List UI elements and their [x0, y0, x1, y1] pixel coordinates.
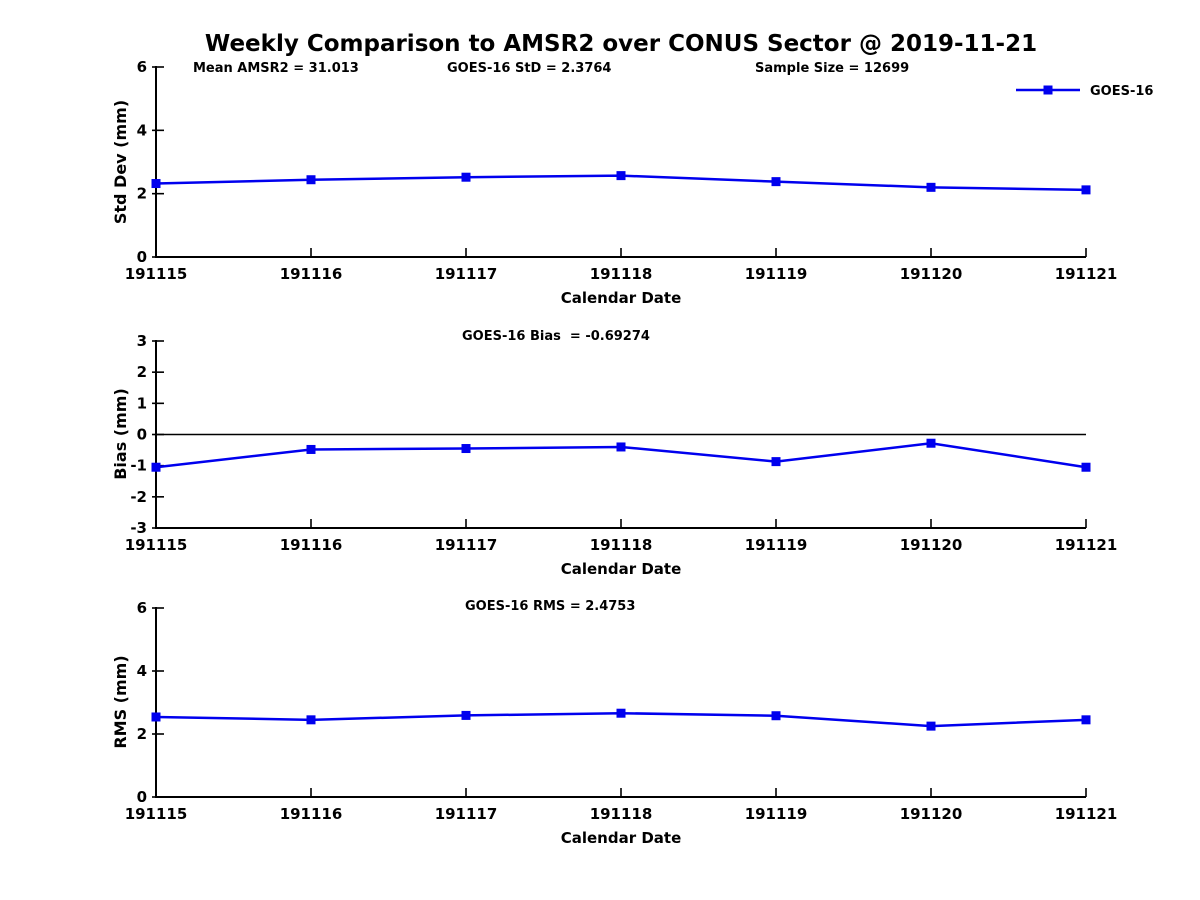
data-point-marker — [616, 708, 626, 718]
rms-yaxis-label: RMS (mm) — [111, 655, 130, 749]
stat-sample-size: Sample Size = 12699 — [755, 61, 910, 76]
data-point-marker — [1081, 462, 1091, 472]
x-tick-label: 191120 — [900, 265, 963, 283]
data-point-marker — [151, 712, 161, 722]
bias-annotation: GOES-16 Bias = -0.69274 — [462, 329, 650, 344]
data-point-marker — [151, 179, 161, 189]
x-tick-label: 191119 — [745, 265, 808, 283]
data-point-marker — [926, 721, 936, 731]
stddev-xaxis-label: Calendar Date — [560, 289, 682, 307]
data-point-marker — [306, 175, 316, 185]
y-tick-label: 4 — [137, 662, 147, 680]
x-tick-label: 191116 — [280, 805, 343, 823]
x-tick-label: 191118 — [590, 536, 653, 554]
data-point-marker — [461, 710, 471, 720]
data-point-marker — [616, 171, 626, 181]
x-tick-label: 191118 — [590, 265, 653, 283]
x-tick-label: 191115 — [125, 536, 188, 554]
legend-square-marker-icon — [1043, 85, 1053, 95]
data-point-marker — [771, 457, 781, 467]
x-tick-label: 191117 — [435, 536, 498, 554]
y-tick-label: 2 — [137, 725, 147, 743]
y-tick-label: 6 — [137, 58, 147, 76]
x-tick-label: 191115 — [125, 265, 188, 283]
x-tick-label: 191115 — [125, 805, 188, 823]
data-point-marker — [616, 442, 626, 452]
data-point-marker — [461, 444, 471, 454]
rms-subplot: 0 2 4 6 191115 191116 191117 191118 191119 191120… — [125, 599, 1118, 823]
data-point-marker — [771, 711, 781, 721]
data-point-marker — [461, 172, 471, 182]
bias-yaxis-label: Bias (mm) — [111, 388, 130, 480]
chart-title: Weekly Comparison to AMSR2 over CONUS Se… — [204, 31, 1038, 57]
y-tick-label: 0 — [137, 788, 147, 806]
rms-xaxis-label: Calendar Date — [560, 829, 682, 847]
x-tick-label: 191119 — [745, 805, 808, 823]
stddev-yaxis-label: Std Dev (mm) — [111, 99, 130, 225]
data-point-marker — [926, 182, 936, 192]
y-tick-label: 2 — [137, 363, 147, 381]
x-tick-label: 191121 — [1055, 265, 1118, 283]
y-tick-label: 3 — [137, 332, 147, 350]
x-tick-label: 191117 — [435, 805, 498, 823]
y-tick-label: 0 — [137, 426, 147, 444]
y-tick-label: 2 — [137, 185, 147, 203]
y-tick-label: 0 — [137, 248, 147, 266]
data-point-marker — [1081, 185, 1091, 195]
bias-subplot: -3 -2 -1 0 1 2 3 191115 191116 191117 191118 191119… — [125, 332, 1118, 554]
y-tick-label: 1 — [137, 394, 147, 412]
stat-goes-std: GOES-16 StD = 2.3764 — [447, 61, 612, 76]
y-tick-label: 4 — [137, 121, 147, 139]
x-tick-label: 191120 — [900, 805, 963, 823]
x-tick-label: 191119 — [745, 536, 808, 554]
data-point-marker — [1081, 715, 1091, 725]
y-tick-label: -2 — [130, 488, 147, 506]
x-tick-label: 191117 — [435, 265, 498, 283]
data-point-marker — [151, 462, 161, 472]
y-tick-label: 6 — [137, 599, 147, 617]
x-tick-label: 191116 — [280, 536, 343, 554]
x-tick-label: 191121 — [1055, 805, 1118, 823]
x-tick-label: 191121 — [1055, 536, 1118, 554]
legend-label: GOES-16 — [1090, 84, 1153, 99]
data-point-marker — [771, 177, 781, 187]
data-point-marker — [926, 438, 936, 448]
x-tick-label: 191118 — [590, 805, 653, 823]
bias-xaxis-label: Calendar Date — [560, 560, 682, 578]
y-tick-label: -3 — [130, 519, 147, 537]
stat-mean-amsr2: Mean AMSR2 = 31.013 — [193, 61, 359, 76]
data-point-marker — [306, 715, 316, 725]
x-tick-label: 191120 — [900, 536, 963, 554]
x-tick-label: 191116 — [280, 265, 343, 283]
stddev-subplot: 0 2 4 6 191115 191116 191117 191118 191119 191120… — [125, 58, 1118, 283]
data-point-marker — [306, 444, 316, 454]
y-tick-label: -1 — [130, 457, 147, 475]
legend: GOES-16 — [1016, 84, 1153, 99]
rms-annotation: GOES-16 RMS = 2.4753 — [465, 599, 636, 614]
